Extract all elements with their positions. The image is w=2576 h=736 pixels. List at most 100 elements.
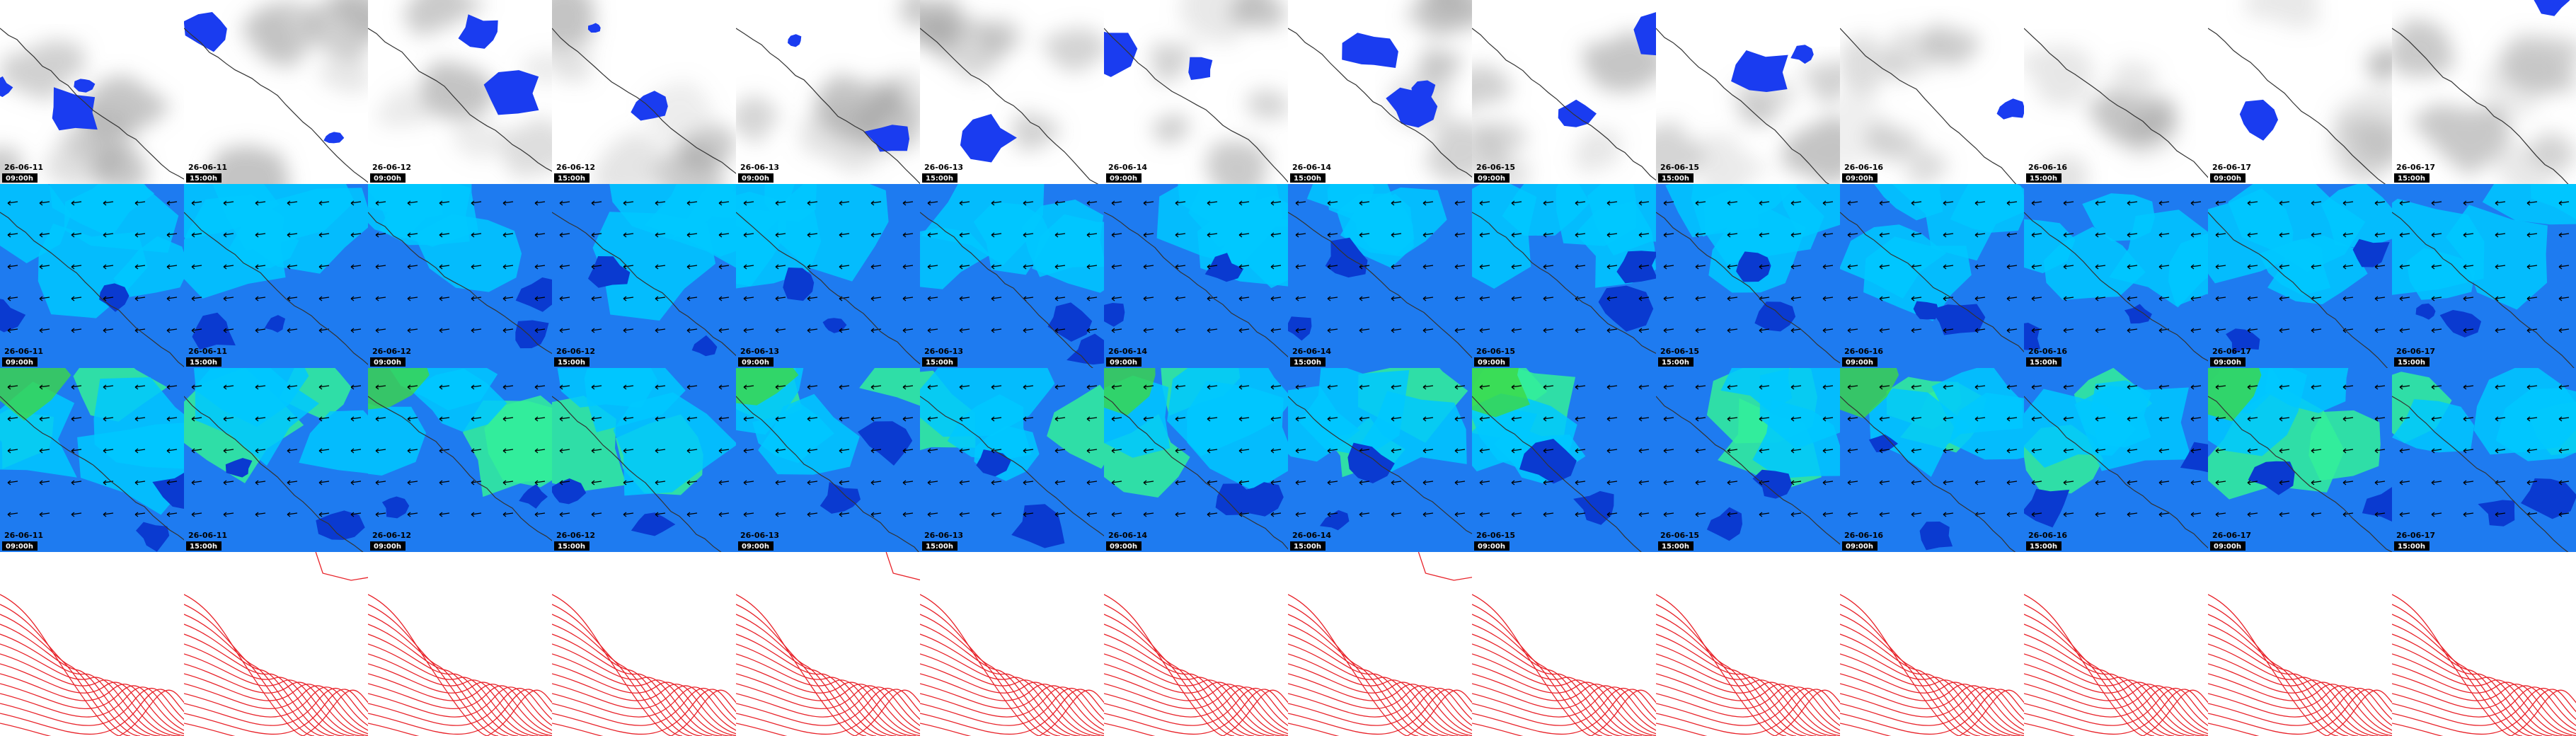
wind-arrow [2095, 512, 2106, 517]
wind-arrow [1454, 512, 1466, 517]
wind-arrow [1847, 200, 1858, 206]
wind-arrow [1391, 232, 1402, 238]
wind-arrow [2127, 480, 2138, 485]
wind-arrow [1847, 480, 1858, 485]
wind-arrow [2215, 384, 2226, 390]
wind-arrow [1175, 232, 1186, 238]
wind-arrow [223, 416, 234, 422]
wind-arrow [2558, 480, 2570, 485]
isoline [1472, 643, 1643, 736]
cloud [333, 0, 368, 42]
wind-arrow [2095, 416, 2106, 422]
wind-arrow [2431, 200, 2442, 206]
coastline [1840, 396, 2016, 552]
time-label: 15:00h [2398, 175, 2425, 183]
contour-fill [1359, 391, 1467, 478]
contour-fill [99, 283, 130, 312]
time-badge [2026, 173, 2062, 183]
isoline [1472, 653, 1652, 736]
isoline [368, 643, 539, 736]
wind-arrow [407, 512, 418, 517]
wind-arrow [902, 232, 914, 238]
wind-arrow [1663, 384, 1674, 390]
wind-arrow [1790, 232, 1802, 238]
time-badge [1474, 173, 1510, 183]
wind-arrow [1543, 232, 1554, 238]
isoline [552, 623, 703, 736]
wind-arrow [743, 296, 754, 301]
wind-arrow [166, 200, 178, 206]
contour-fill [1472, 368, 1530, 418]
wind-arrow [1543, 416, 1554, 422]
isoline [2208, 683, 2392, 731]
contour-fill [1919, 522, 1953, 551]
cloud [1246, 90, 1288, 119]
wind-arrow [375, 264, 386, 270]
wind-arrow [1822, 232, 1834, 238]
wind-arrow [591, 416, 602, 422]
wind-arrow [439, 416, 450, 422]
wind-arrow [591, 328, 602, 333]
time-badge [1474, 541, 1510, 551]
wind-arrow [7, 480, 18, 485]
isoline [368, 604, 499, 736]
wind-arrow [870, 448, 882, 454]
wind-arrow [1295, 384, 1306, 390]
wind-arrow [2095, 384, 2106, 390]
coastline [0, 28, 184, 180]
precip-area [74, 79, 96, 93]
wind-arrow [255, 448, 266, 454]
wind-arrow [1422, 480, 1434, 485]
isoline [0, 623, 151, 736]
contour-fill [1188, 184, 1288, 248]
wind-arrow [1238, 232, 1250, 238]
time-label: 09:00h [2214, 359, 2241, 367]
wind-arrow [2558, 448, 2570, 454]
wind-arrow [2158, 264, 2170, 270]
date-label: 26-06-14 [1108, 347, 1147, 356]
wind-arrow [2247, 264, 2258, 270]
wind-arrow [623, 384, 634, 390]
wind-arrow [166, 448, 178, 454]
wind-arrow [1974, 296, 1986, 301]
wind-arrow [287, 328, 298, 333]
tile-bg [1104, 552, 1288, 736]
isoline [1840, 689, 2024, 736]
isoline [1656, 663, 1840, 736]
wind-arrow [223, 264, 234, 270]
wind-arrow [2399, 384, 2410, 390]
wind-arrow [534, 480, 546, 485]
wind-arrow [71, 232, 82, 238]
wind-arrow [502, 264, 514, 270]
wind-arrow [559, 512, 570, 517]
wind-arrow [534, 512, 546, 517]
wind-arrow [2095, 480, 2106, 485]
date-label: 26-06-13 [740, 531, 779, 540]
date-label: 26-06-13 [924, 163, 963, 172]
contour-fill [1327, 184, 1396, 236]
wind-arrow [2279, 384, 2290, 390]
coastline [1472, 396, 1642, 552]
wind-arrow [1575, 200, 1586, 206]
wind-arrow [134, 384, 146, 390]
wind-arrow [1847, 232, 1858, 238]
wind-arrow [1575, 264, 1586, 270]
wind-arrow [1727, 480, 1738, 485]
wind-arrow [718, 232, 730, 238]
time-badge [370, 357, 406, 367]
wind-arrow [2215, 328, 2226, 333]
wind-arrow [287, 232, 298, 238]
wind-arrow [927, 448, 938, 454]
isoline [0, 686, 184, 727]
wind-arrow [223, 480, 234, 485]
wind-arrow [375, 232, 386, 238]
isoline [552, 687, 736, 726]
wind-arrow [2247, 232, 2258, 238]
wind-arrow [718, 512, 730, 517]
precip-area [1342, 33, 1398, 68]
coastline [2208, 28, 2386, 184]
contour-fill [1047, 384, 1104, 469]
wind-arrow [1727, 232, 1738, 238]
isoline [552, 663, 736, 736]
isoline [736, 683, 920, 731]
